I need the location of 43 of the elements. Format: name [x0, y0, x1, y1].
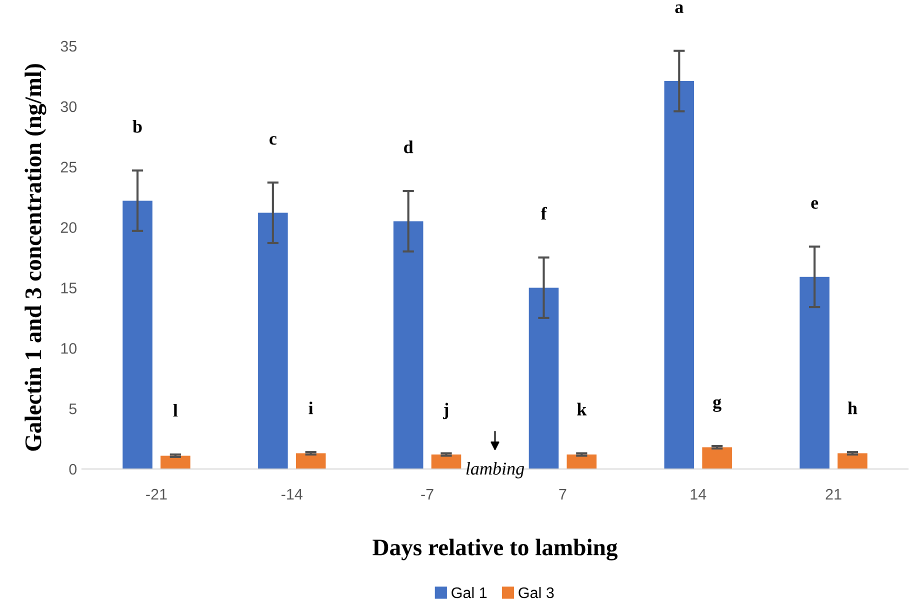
- bar: [258, 212, 288, 469]
- y-tick-label: 35: [60, 40, 76, 52]
- bar: [664, 81, 694, 469]
- y-tick-label: 5: [69, 404, 76, 414]
- bar: [702, 447, 732, 469]
- bar: [393, 221, 424, 469]
- annotation: g: [713, 398, 722, 412]
- annotation: f: [540, 206, 547, 220]
- x-tick-label: 7: [559, 489, 566, 500]
- x-tick-label: -14: [282, 489, 302, 500]
- y-tick-label: 10: [61, 343, 77, 354]
- annotation: b: [132, 120, 142, 133]
- x-tick-label: -7: [421, 489, 434, 500]
- annotation: i: [308, 402, 314, 414]
- annotation: l: [173, 404, 178, 417]
- legend-label: Gal 3: [518, 586, 554, 598]
- y-tick-label: 20: [60, 222, 77, 233]
- text: a: [675, 4, 684, 14]
- y-axis-title: Galectin 1 and 3 concentration (ng/ml): [24, 64, 46, 451]
- bar: [800, 276, 830, 469]
- y-tick-label: 15: [61, 282, 76, 294]
- bar: [431, 454, 462, 469]
- annotation: h: [848, 402, 858, 414]
- x-tick-label: 14: [690, 489, 706, 500]
- bar: [838, 453, 868, 469]
- x-tick-label: 21: [826, 488, 842, 500]
- annotation: k: [577, 402, 587, 416]
- bar: [160, 456, 190, 469]
- annotation: lambing: [466, 462, 524, 478]
- bar: [566, 454, 597, 469]
- x-axis-title: Days relative to lambing: [372, 538, 618, 560]
- annotation: e: [811, 200, 818, 209]
- y-tick-label: 30: [60, 101, 77, 112]
- y-tick-label: 0: [69, 464, 77, 475]
- annotation: c: [270, 136, 276, 145]
- annotation: d: [404, 140, 414, 154]
- y-tick-label: 25: [60, 162, 76, 173]
- bar: [528, 288, 559, 469]
- bar: [296, 453, 326, 469]
- bar: [122, 200, 152, 469]
- annotation: j: [443, 402, 448, 420]
- legend-label: Gal 1: [452, 586, 487, 598]
- x-tick-label: -21: [146, 488, 167, 500]
